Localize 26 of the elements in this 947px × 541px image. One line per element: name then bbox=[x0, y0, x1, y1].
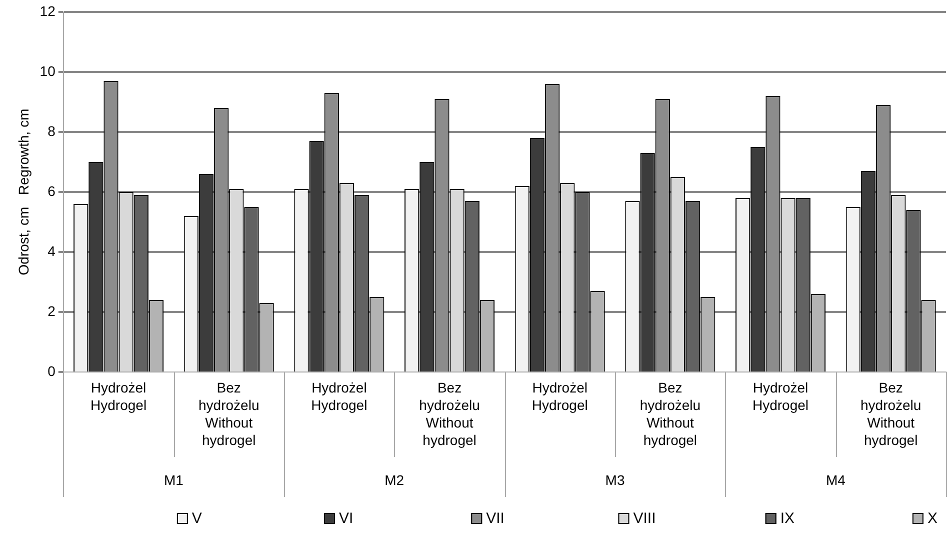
x-tick-label: Bez hydrożelu Without hydrogel bbox=[419, 380, 480, 448]
y-tick-label: 8 bbox=[48, 122, 56, 139]
y-tick-label: 12 bbox=[40, 2, 56, 19]
legend-label: VIII bbox=[633, 510, 656, 528]
text: M1 bbox=[164, 472, 184, 488]
y-tick-label: 0 bbox=[48, 362, 56, 379]
y-tick-label: 10 bbox=[40, 62, 56, 79]
y-tick-label: 6 bbox=[48, 182, 56, 199]
legend-label: VII bbox=[486, 510, 504, 528]
x-tick-label: Bez hydrożelu Without hydrogel bbox=[640, 380, 701, 448]
x-tick-label: Hydrożel Hydrogel bbox=[311, 380, 368, 414]
text: M4 bbox=[826, 472, 846, 488]
x-tick-label: Hydrożel Hydrogel bbox=[752, 380, 809, 414]
text: M3 bbox=[605, 472, 625, 488]
legend-label: V bbox=[192, 510, 202, 528]
y-tick-label: 4 bbox=[48, 242, 56, 259]
legend-label: VI bbox=[339, 510, 354, 528]
y-axis-title: Odrost, cm Regrowth, cm bbox=[15, 108, 32, 276]
text: M2 bbox=[384, 472, 404, 488]
x-tick-label: Hydrożel Hydrogel bbox=[532, 380, 588, 414]
x-tick-label: Bez hydrożelu Without hydrogel bbox=[860, 380, 922, 448]
x-tick-label: Hydrożel Hydrogel bbox=[90, 380, 147, 414]
legend-label: IX bbox=[780, 510, 795, 528]
y-tick-label: 2 bbox=[48, 302, 56, 319]
legend-label: X bbox=[927, 510, 938, 528]
x-tick-label: Bez hydrożelu Without hydrogel bbox=[198, 380, 260, 448]
